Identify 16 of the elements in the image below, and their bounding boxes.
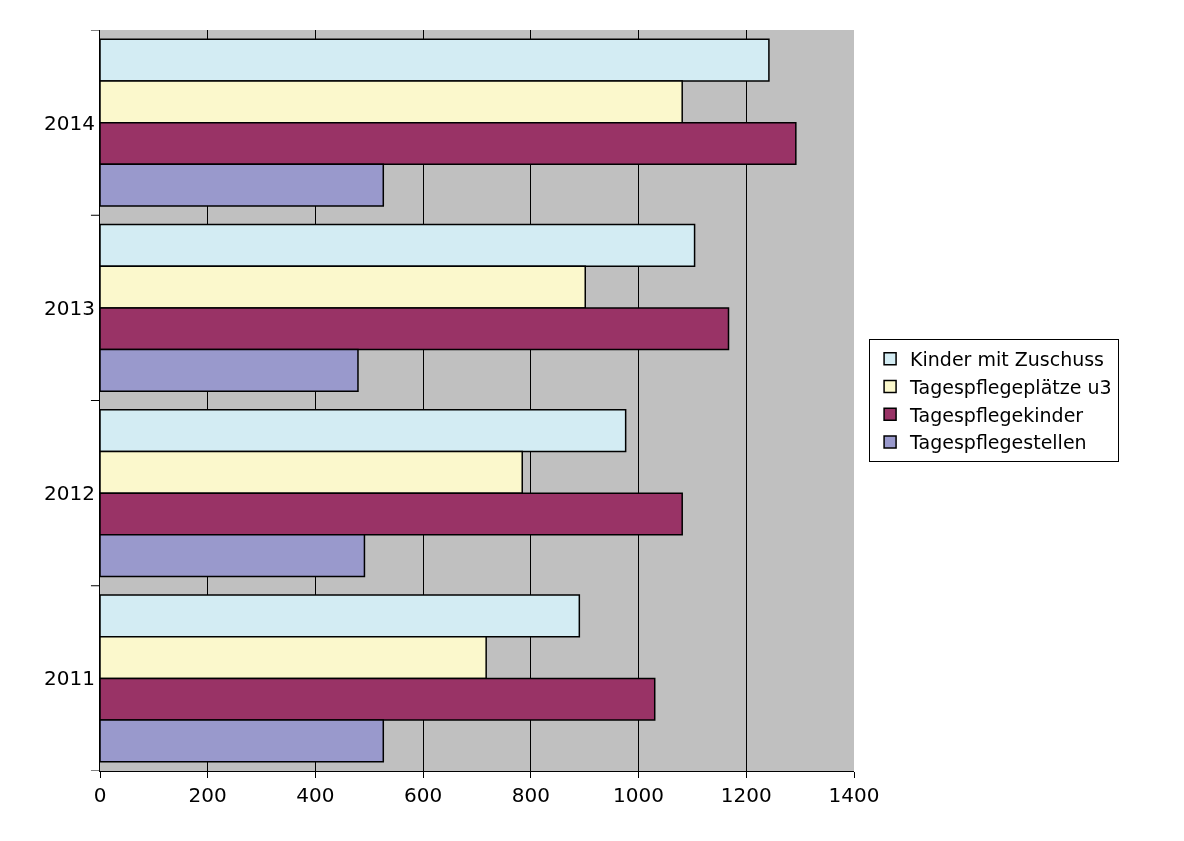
y-tick-label: 2014	[44, 110, 95, 135]
x-tick-label: 400	[296, 783, 335, 807]
x-tick-label: 600	[404, 783, 443, 807]
legend-label: Tagespflegestellen	[909, 431, 1087, 454]
x-tick-label: 1200	[720, 783, 772, 807]
legend-label: Tagespflegeplätze u3	[909, 375, 1112, 398]
y-tick-label: 2011	[44, 666, 95, 691]
x-tick-label: 1000	[613, 783, 665, 807]
x-tick-label: 800	[511, 783, 550, 807]
x-tick-label: 0	[93, 783, 107, 807]
y-tick-label: 2013	[44, 295, 95, 320]
legend-label: Kinder mit Zuschuss	[910, 348, 1105, 371]
y-tick-label: 2012	[44, 481, 95, 506]
legend-label: Tagespflegekinder	[909, 403, 1084, 426]
x-tick-label: 200	[188, 783, 227, 807]
x-tick-label: 1400	[828, 783, 880, 807]
